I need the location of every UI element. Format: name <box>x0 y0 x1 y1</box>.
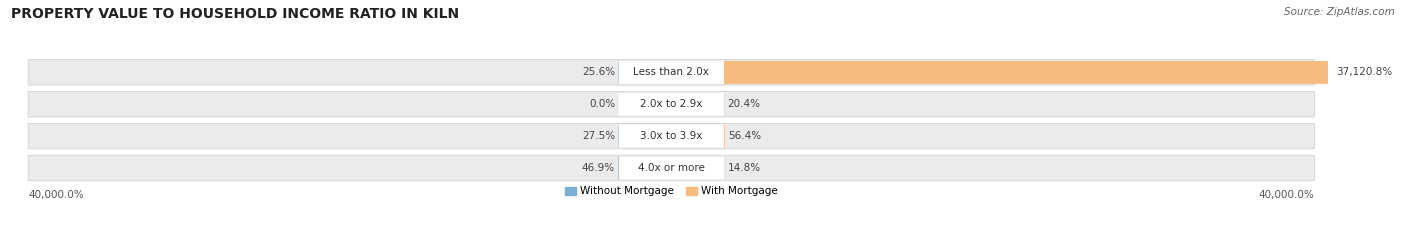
Text: 27.5%: 27.5% <box>582 131 614 141</box>
Legend: Without Mortgage, With Mortgage: Without Mortgage, With Mortgage <box>565 186 778 196</box>
Text: 37,120.8%: 37,120.8% <box>1336 67 1392 77</box>
FancyBboxPatch shape <box>724 61 1333 84</box>
Text: 46.9%: 46.9% <box>582 163 614 173</box>
Text: 2.0x to 2.9x: 2.0x to 2.9x <box>640 99 703 109</box>
Text: 40,000.0%: 40,000.0% <box>28 190 84 200</box>
FancyBboxPatch shape <box>28 123 1315 149</box>
Text: PROPERTY VALUE TO HOUSEHOLD INCOME RATIO IN KILN: PROPERTY VALUE TO HOUSEHOLD INCOME RATIO… <box>11 7 460 21</box>
FancyBboxPatch shape <box>619 157 724 179</box>
FancyBboxPatch shape <box>28 60 1315 85</box>
Text: 56.4%: 56.4% <box>728 131 761 141</box>
FancyBboxPatch shape <box>619 93 724 116</box>
Text: 0.0%: 0.0% <box>589 99 616 109</box>
FancyBboxPatch shape <box>619 61 724 84</box>
Text: 25.6%: 25.6% <box>582 67 614 77</box>
Text: 4.0x or more: 4.0x or more <box>638 163 704 173</box>
Text: 20.4%: 20.4% <box>727 99 761 109</box>
Text: 40,000.0%: 40,000.0% <box>1258 190 1315 200</box>
FancyBboxPatch shape <box>28 155 1315 181</box>
Text: Less than 2.0x: Less than 2.0x <box>633 67 709 77</box>
Text: 3.0x to 3.9x: 3.0x to 3.9x <box>640 131 703 141</box>
Text: 14.8%: 14.8% <box>727 163 761 173</box>
Text: Source: ZipAtlas.com: Source: ZipAtlas.com <box>1284 7 1395 17</box>
FancyBboxPatch shape <box>28 91 1315 117</box>
FancyBboxPatch shape <box>619 125 724 148</box>
